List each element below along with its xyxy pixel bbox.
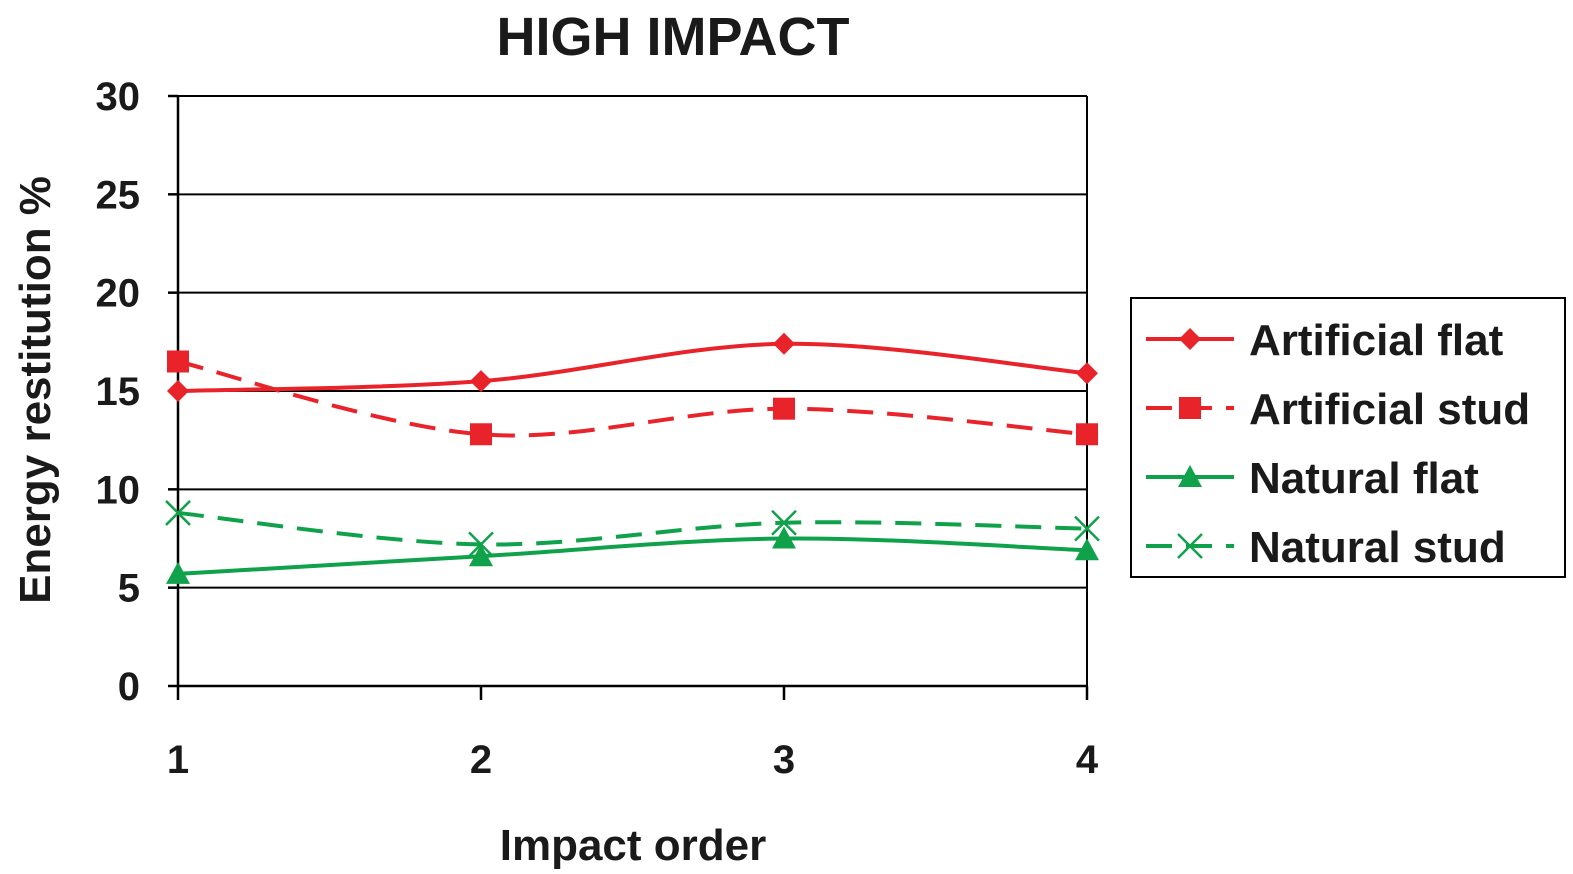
grid-lines <box>178 95 1088 686</box>
series-line-natural-flat <box>177 536 1088 576</box>
y-tick-label: 10 <box>96 468 141 512</box>
x-tick-label: 1 <box>167 738 189 782</box>
x-tick-labels: 1 2 3 4 <box>167 738 1099 782</box>
legend-item-artificial-stud: Artificial stud <box>1146 385 1530 434</box>
legend: Artificial flat Artificial stud Natural fl… <box>1130 297 1566 578</box>
data-point-natural-stud <box>771 509 797 536</box>
y-tick-label: 20 <box>96 272 141 316</box>
series-line-artificial-flat <box>177 341 1088 393</box>
x-axis-label: Impact order <box>500 821 767 870</box>
data-point-natural-stud <box>165 500 191 526</box>
legend-item-natural-flat: Natural flat <box>1146 454 1479 503</box>
data-point-natural-flat <box>1075 538 1099 561</box>
data-point-artificial-stud <box>773 397 795 420</box>
x-tick-label: 3 <box>773 738 795 782</box>
x-tick-label: 2 <box>470 738 492 782</box>
legend-marker-artificial-stud <box>1179 397 1201 419</box>
y-tick-label: 25 <box>96 173 141 217</box>
data-point-artificial-flat <box>167 380 189 402</box>
legend-label-artificial-stud: Artificial stud <box>1249 385 1530 434</box>
data-point-artificial-stud <box>470 423 492 446</box>
x-tick-label: 4 <box>1076 738 1099 782</box>
data-point-natural-stud <box>1074 515 1100 542</box>
data-point-natural-flat <box>166 561 190 584</box>
legend-label-natural-flat: Natural flat <box>1249 454 1479 503</box>
legend-item-natural-stud: Natural stud <box>1146 523 1506 572</box>
data-point-artificial-flat <box>1076 362 1098 385</box>
legend-label-natural-stud: Natural stud <box>1249 523 1506 572</box>
series-artificial-stud <box>167 350 1098 446</box>
series-line-artificial-stud <box>177 359 1088 438</box>
y-tick-labels: 0 5 10 15 20 25 30 <box>96 75 141 709</box>
data-point-artificial-stud <box>1076 423 1098 446</box>
legend-marker-natural-flat <box>1178 465 1202 487</box>
data-point-artificial-flat <box>773 332 795 355</box>
legend-marker-natural-stud <box>1177 533 1203 559</box>
y-tick-label: 30 <box>96 75 141 119</box>
legend-item-artificial-flat: Artificial flat <box>1146 316 1504 365</box>
y-tick-label: 15 <box>96 370 141 414</box>
series-natural-stud <box>165 500 1100 558</box>
chart-title: HIGH IMPACT <box>497 7 850 67</box>
series-artificial-flat <box>167 332 1098 402</box>
y-axis-label: Energy restitution % <box>11 176 60 604</box>
legend-label-artificial-flat: Artificial flat <box>1249 316 1504 365</box>
legend-marker-artificial-flat <box>1179 328 1201 350</box>
data-series <box>165 332 1100 584</box>
series-natural-flat <box>166 526 1099 584</box>
data-point-natural-flat <box>772 526 796 549</box>
series-line-natural-stud <box>177 510 1088 547</box>
data-point-natural-stud <box>468 531 494 558</box>
y-tick-label: 0 <box>118 665 140 709</box>
data-point-natural-flat <box>469 544 493 567</box>
y-tick-label: 5 <box>118 567 140 611</box>
data-point-artificial-stud <box>167 350 189 373</box>
legend-box <box>1130 297 1566 578</box>
data-point-artificial-flat <box>470 370 492 393</box>
